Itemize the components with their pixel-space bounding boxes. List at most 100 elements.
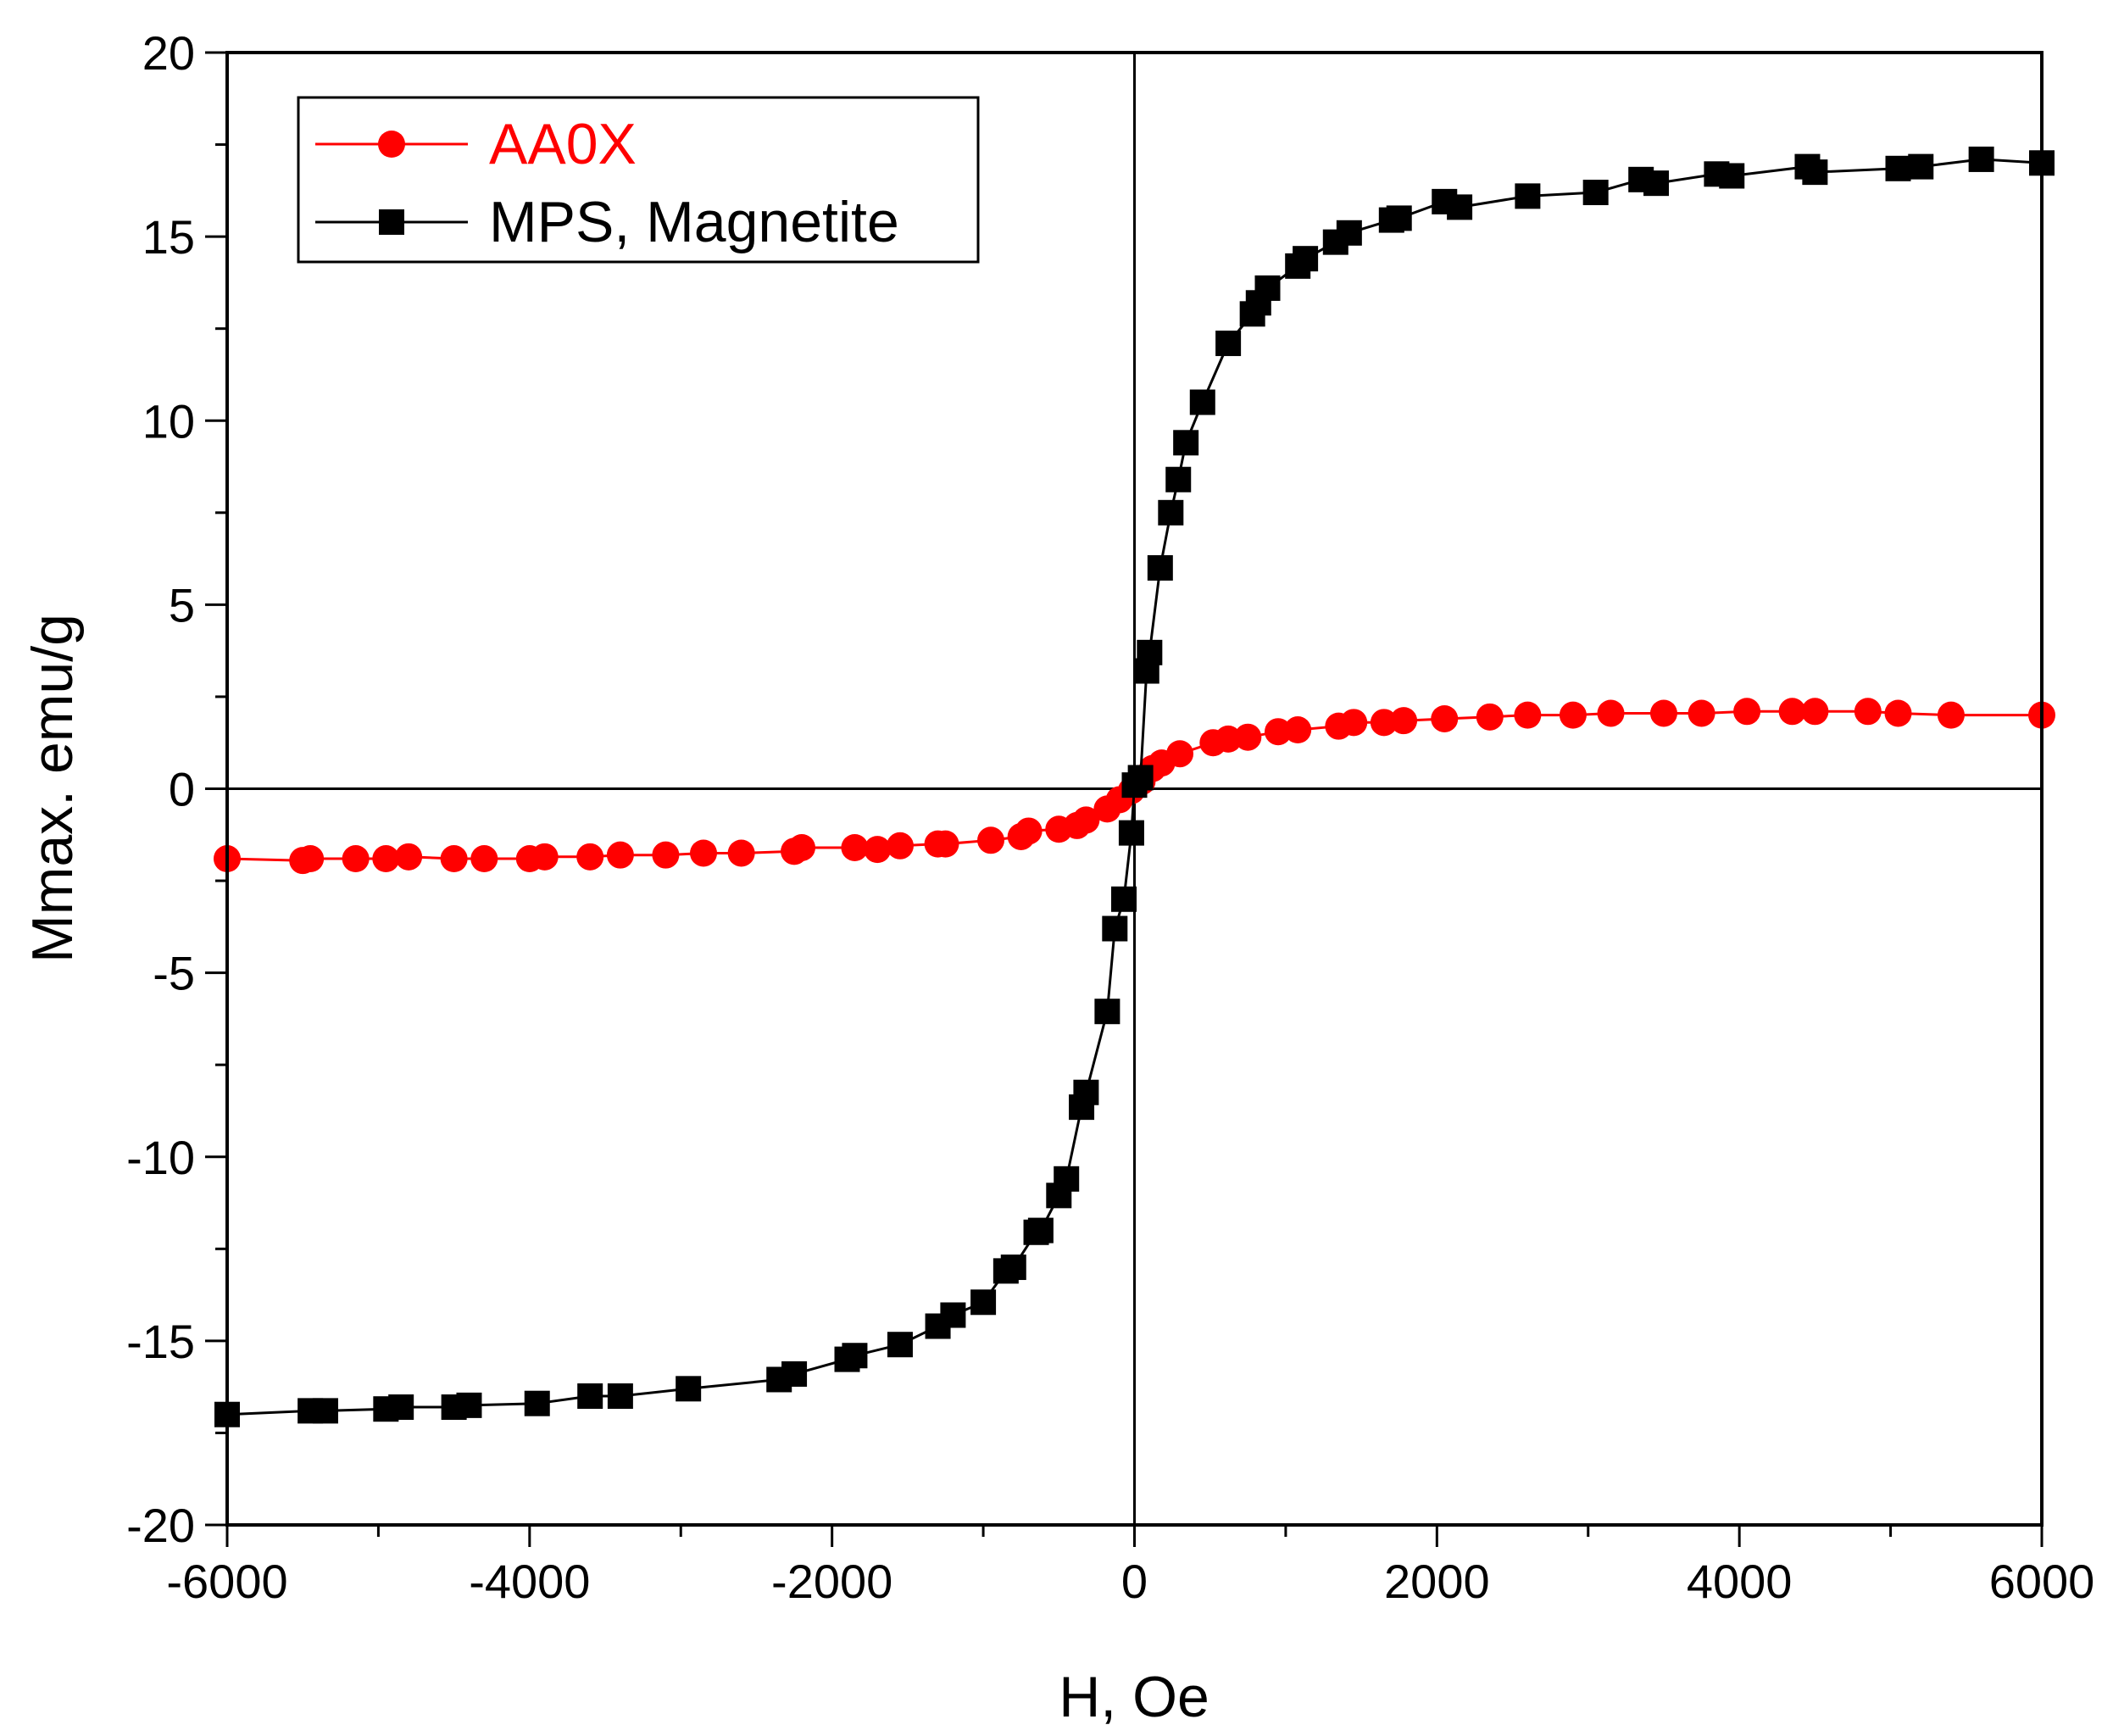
data-point-mps [1293,246,1319,272]
data-point-aa0x [470,845,498,873]
data-point-mps [1908,153,1934,180]
major-ticks [205,51,2043,1547]
data-point-mps [1054,1166,1080,1192]
y-axis-title: Mmax. emu/g [20,614,85,963]
data-point-mps [842,1343,868,1369]
data-point-mps [1165,466,1192,492]
y-tick-label: 5 [169,578,195,632]
series-mps [214,146,2055,1427]
data-point-aa0x [977,826,1005,854]
data-point-aa0x [1649,699,1677,727]
data-point-mps [1118,820,1144,846]
data-point-aa0x [531,843,559,871]
y-tick-labels: -20 -15 -10 -5 0 5 10 15 20 [126,26,195,1552]
data-point-aa0x [1264,718,1292,746]
data-point-mps [1336,220,1362,246]
y-tick-label: -10 [126,1131,195,1184]
x-tick-label: 2000 [1384,1555,1490,1608]
data-point-mps [1386,205,1412,231]
data-point-mps [1643,170,1670,197]
data-point-aa0x [1476,703,1504,731]
data-point-mps [676,1376,702,1402]
data-point-mps [1885,155,1911,181]
x-tick-label: -4000 [469,1555,590,1608]
data-point-aa0x [1215,725,1243,753]
minor-ticks [215,143,1893,1537]
data-point-mps [1111,886,1137,912]
data-point-aa0x [1015,817,1043,845]
legend-marker-aa0x [378,131,405,158]
data-point-mps [524,1390,550,1416]
data-point-aa0x [652,841,680,869]
data-point-mps [1147,554,1173,581]
data-point-aa0x [1559,701,1587,729]
data-point-aa0x [727,839,755,867]
data-point-mps [1215,331,1242,357]
data-point-mps [577,1383,603,1410]
legend-box [297,96,980,264]
data-point-mps [1515,183,1541,209]
data-point-aa0x [841,833,869,861]
data-point-mps [940,1302,966,1328]
data-point-aa0x [787,833,815,861]
y-tick-label: -5 [153,947,195,1000]
data-point-aa0x [1688,699,1715,727]
data-point-mps [1127,765,1154,791]
y-tick-label: 15 [142,210,195,264]
legend-label-aa0x: AA0X [489,112,637,176]
x-tick-label: -6000 [166,1555,287,1608]
data-point-mps [1094,999,1120,1025]
data-point-aa0x [1431,704,1459,732]
data-point-mps [1027,1217,1054,1244]
data-point-mps [607,1383,633,1410]
data-point-aa0x [1370,709,1398,737]
legend: AA0X MPS, Magnetite [297,96,980,264]
data-point-aa0x [690,839,718,867]
data-point-aa0x [931,830,959,858]
y-tick-label: 20 [142,26,195,80]
data-point-aa0x [606,841,634,869]
data-point-mps [388,1394,414,1421]
data-point-aa0x [395,843,423,871]
x-tick-labels: -6000 -4000 -2000 0 2000 4000 6000 [166,1555,2094,1608]
legend-marker-mps [379,209,404,235]
data-point-mps [970,1289,997,1316]
data-point-aa0x [1937,701,1965,729]
data-point-mps [1158,499,1184,526]
data-point-mps [1137,639,1163,665]
data-point-mps [1173,430,1199,456]
x-tick-label: 0 [1121,1555,1148,1608]
x-tick-label: 4000 [1687,1555,1793,1608]
series-layer [214,146,2055,1427]
data-point-aa0x [1072,806,1100,834]
data-point-mps [1254,275,1281,301]
data-point-mps [1447,194,1473,220]
y-tick-label: 0 [169,763,195,816]
data-point-mps [1073,1079,1099,1105]
data-point-aa0x [1801,698,1829,726]
data-point-aa0x [1166,740,1194,768]
data-point-aa0x [1514,701,1542,729]
data-point-aa0x [372,845,400,873]
plot-frame [225,51,2043,1527]
data-point-aa0x [1284,716,1312,744]
data-point-aa0x [1884,699,1912,727]
data-point-mps [1000,1255,1026,1281]
x-tick-label: 6000 [1989,1555,2095,1608]
data-point-mps [1968,146,1994,172]
x-axis-title: H, Oe [1059,1665,1209,1729]
y-tick-label: -15 [126,1315,195,1368]
data-point-mps [456,1392,482,1418]
data-point-aa0x [576,843,604,871]
data-point-mps [781,1360,808,1387]
data-point-aa0x [440,845,468,873]
data-point-aa0x [1854,698,1882,726]
data-point-mps [1719,163,1745,189]
y-tick-label: -20 [126,1499,195,1552]
data-point-aa0x [1597,699,1625,727]
data-point-aa0x [1390,707,1418,735]
data-point-aa0x [1778,698,1806,726]
data-point-aa0x [297,845,325,873]
data-point-aa0x [1234,723,1262,751]
